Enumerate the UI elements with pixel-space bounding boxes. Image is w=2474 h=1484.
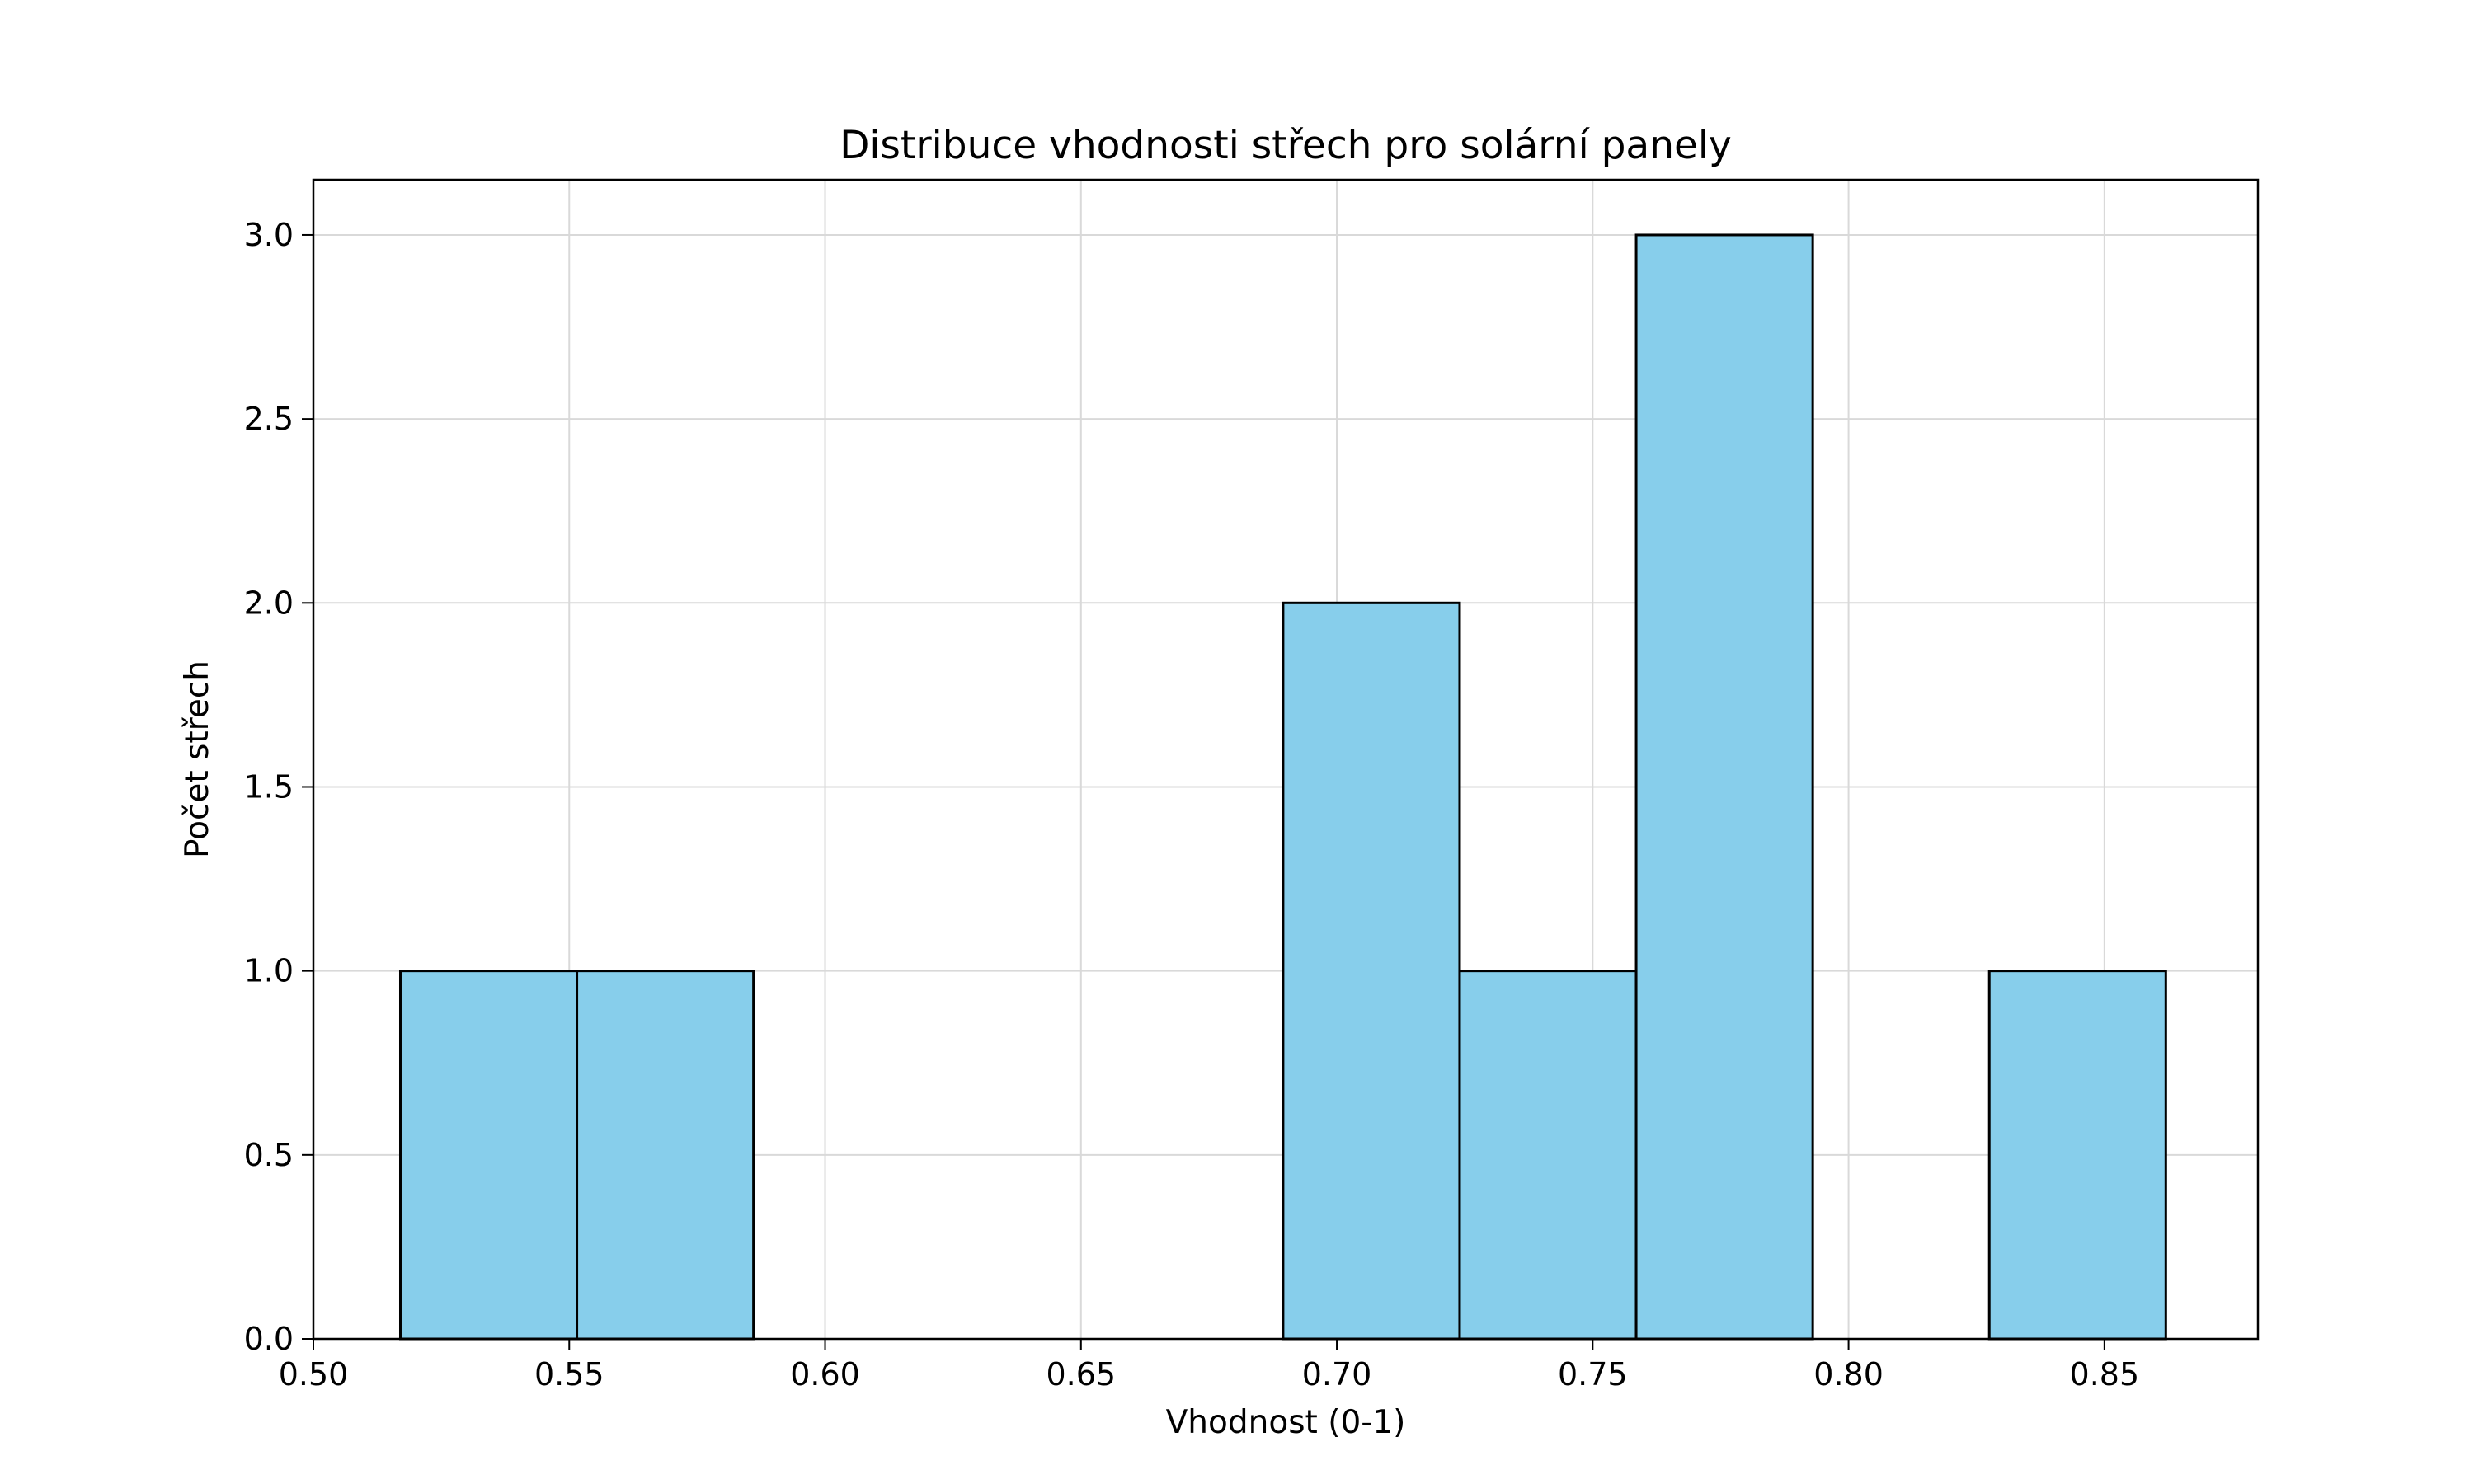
histogram-bar (398, 970, 579, 1341)
x-tick-label: 0.70 (1302, 1356, 1372, 1392)
y-tick-label: 0.5 (244, 1137, 294, 1173)
x-tick-label: 0.60 (790, 1356, 860, 1392)
x-tick-label: 0.65 (1046, 1356, 1116, 1392)
histogram-bar (576, 970, 755, 1341)
x-tick-label: 0.80 (1813, 1356, 1884, 1392)
plot-frame (312, 178, 2260, 1341)
x-tick-label: 0.55 (534, 1356, 604, 1392)
y-axis-label: Počet střech (179, 660, 216, 858)
y-tick-label: 2.5 (244, 401, 294, 437)
histogram-bar (1282, 601, 1461, 1341)
y-tick-label: 2.0 (244, 585, 294, 621)
y-axis-ticks: 0.0 0.5 1.0 1.5 2.0 2.5 3.0 (244, 217, 313, 1357)
histogram-bar (1987, 970, 2167, 1341)
y-tick-label: 3.0 (244, 217, 294, 253)
histogram-bar (1458, 970, 1638, 1341)
x-tick-label: 0.75 (1558, 1356, 1628, 1392)
histogram-bars (398, 233, 2167, 1341)
histogram-bar (1634, 233, 1814, 1341)
chart-title: Distribuce vhodnosti střech pro solární … (840, 123, 1732, 168)
x-axis-ticks: 0.50 0.55 0.60 0.65 0.70 0.75 0.80 0.85 (279, 1339, 2139, 1392)
y-tick-label: 1.5 (244, 768, 294, 805)
x-axis-label: Vhodnost (0-1) (1166, 1404, 1406, 1441)
y-tick-label: 0.0 (244, 1321, 294, 1357)
x-tick-label: 0.50 (279, 1356, 349, 1392)
y-tick-label: 1.0 (244, 953, 294, 989)
x-tick-label: 0.85 (2070, 1356, 2140, 1392)
